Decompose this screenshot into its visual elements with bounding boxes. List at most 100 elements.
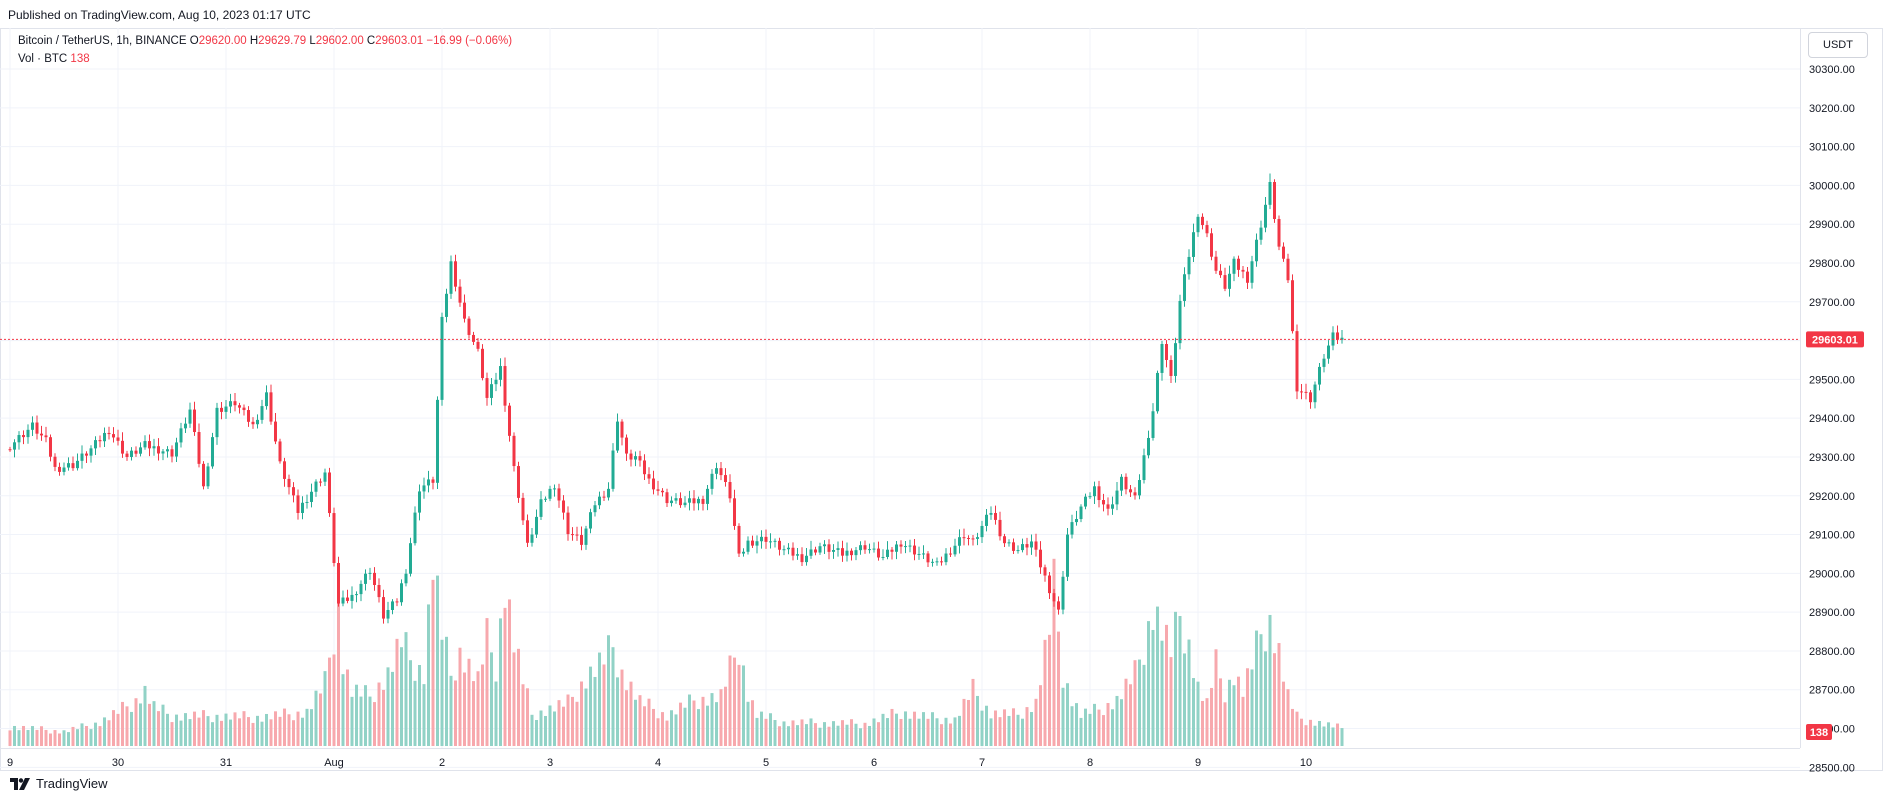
candle-body (818, 546, 822, 553)
candle-body (1273, 182, 1276, 220)
candle-body (607, 488, 610, 498)
volume-bar (22, 725, 25, 746)
volume-bar (922, 712, 925, 746)
volume-bar (526, 688, 529, 746)
candle-body (742, 551, 745, 554)
volume-bar (706, 705, 709, 746)
candle-body (994, 512, 997, 520)
volume-bar (58, 733, 61, 746)
last-volume-label: 138 (1810, 727, 1828, 739)
candle-body (557, 488, 561, 501)
volume-bar (670, 710, 673, 746)
volume-bar (337, 598, 340, 746)
volume-bar (751, 700, 754, 746)
candle-body (1318, 366, 1321, 385)
volume-bar (1277, 643, 1281, 746)
candle-body (467, 318, 471, 335)
price-tick-label: 30100.00 (1809, 142, 1855, 154)
candle-body (85, 453, 88, 456)
candle-body (386, 610, 390, 619)
volume-bar (1336, 723, 1339, 746)
candle-body (566, 512, 570, 535)
candle-body (188, 409, 192, 424)
volume-bar (823, 722, 826, 746)
volume-bar (1241, 696, 1245, 746)
candle-body (112, 434, 115, 438)
candle-body (382, 597, 385, 619)
volume-bar (391, 671, 394, 746)
candle-body (229, 401, 232, 407)
volume-bar (620, 669, 624, 746)
candle-body (251, 421, 255, 425)
volume-bar (1048, 634, 1051, 746)
volume-bar (517, 648, 520, 746)
candle-body (737, 525, 741, 554)
volume-bar (674, 714, 678, 746)
volume-bar (1309, 719, 1312, 746)
volume-bar (917, 718, 921, 746)
candle-body (773, 540, 777, 542)
volume-bar (665, 720, 669, 746)
candle-body (1160, 344, 1164, 373)
volume-bar (1264, 651, 1267, 746)
volume-bar (1124, 678, 1128, 746)
candle-body (665, 492, 669, 504)
volume-bar (535, 720, 538, 746)
candle-body (998, 519, 1002, 537)
candle-body (584, 528, 588, 545)
candle-body (688, 498, 691, 503)
candle-body (989, 512, 993, 515)
published-caption: Published on TradingView.com, Aug 10, 20… (8, 8, 311, 22)
volume-bar (805, 724, 808, 746)
volume-bar (431, 579, 435, 746)
candle-body (1003, 536, 1006, 544)
candle-body (629, 453, 633, 460)
volume-bar (1052, 558, 1056, 746)
symbol-name: Bitcoin / TetherUS, 1h, BINANCE (18, 35, 187, 47)
candle-body (143, 441, 147, 448)
volume-bar (161, 704, 165, 746)
candle-body (913, 545, 916, 555)
candle-body (1079, 506, 1083, 520)
currency-button[interactable]: USDT (1808, 32, 1868, 58)
time-tick-label: Aug (324, 757, 344, 769)
close-label: C (366, 35, 376, 47)
volume-bar (238, 718, 241, 746)
tradingview-footer[interactable]: TradingView (10, 776, 108, 791)
candle-body (13, 442, 16, 450)
volume-bar (625, 690, 628, 746)
candle-body (481, 348, 484, 379)
volume-bar (571, 696, 574, 746)
candle-body (895, 544, 898, 552)
volume-bar (1057, 631, 1060, 746)
candle-body (562, 500, 565, 513)
candle-body (1129, 489, 1132, 493)
last-price-badge: 29603.01 (1806, 331, 1864, 348)
candle-body (679, 498, 682, 506)
volume-bar (1142, 664, 1146, 746)
volume-bar (148, 703, 151, 746)
candle-body (305, 501, 309, 503)
candle-body (148, 441, 151, 449)
volume-bar (827, 726, 831, 746)
candle-body (175, 442, 178, 457)
candle-body (733, 498, 736, 526)
candle-body (1246, 271, 1249, 283)
candle-body (1232, 258, 1236, 274)
candle-body (1322, 358, 1326, 367)
candle-body (8, 449, 12, 451)
candle-body (323, 472, 327, 482)
candle-body (35, 422, 39, 434)
volume-bar (1295, 711, 1299, 746)
volume-bar (80, 723, 84, 746)
volume-bar (368, 696, 372, 746)
volume-bar (476, 671, 480, 746)
candle-body (310, 491, 313, 502)
symbol-legend: Bitcoin / TetherUS, 1h, BINANCE O29620.0… (18, 35, 512, 47)
candle-body (1340, 337, 1344, 340)
volume-bar (94, 722, 97, 746)
chart-frame (0, 28, 1883, 771)
candle-body (908, 545, 912, 547)
candle-body (1039, 549, 1042, 568)
